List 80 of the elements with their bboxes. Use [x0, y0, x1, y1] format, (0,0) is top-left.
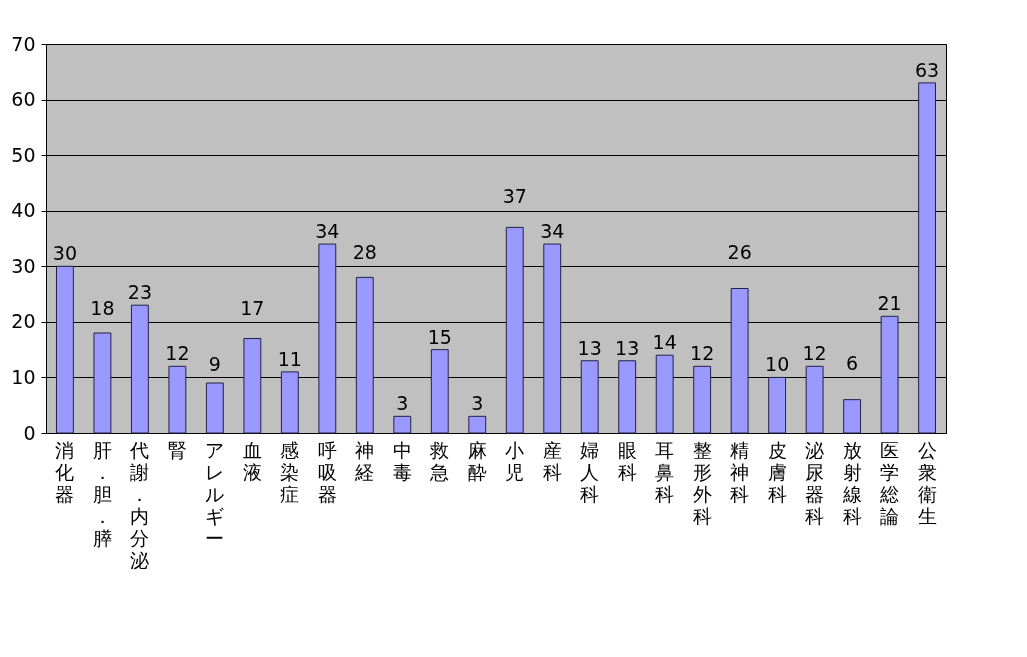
bar	[93, 332, 112, 434]
x-tick-label: 神経	[354, 438, 375, 483]
bar	[430, 349, 449, 434]
bar	[205, 382, 224, 434]
x-tick-label: 呼吸器	[317, 438, 337, 505]
data-label: 28	[352, 241, 377, 264]
data-label: 30	[52, 242, 78, 265]
bar	[880, 315, 899, 434]
bar	[543, 243, 562, 434]
bar	[280, 371, 299, 434]
bar	[505, 226, 524, 434]
x-tick-label: 救急	[429, 438, 450, 483]
x-tick-label: 皮膚科	[767, 438, 787, 505]
data-label: 14	[652, 331, 677, 354]
bar	[843, 399, 862, 434]
x-tick-label: 精神科	[730, 438, 750, 505]
bar	[580, 360, 599, 434]
y-tick-label: 10	[11, 365, 36, 388]
bar	[468, 415, 487, 434]
data-label: 37	[502, 185, 527, 208]
x-tick-label: 公衆衛生	[917, 438, 937, 527]
bar	[56, 265, 74, 434]
x-tick-label: 泌尿器科	[805, 438, 825, 527]
data-label: 18	[90, 296, 115, 319]
x-tick-label: 耳鼻科	[655, 438, 675, 505]
x-tick-label: 血液	[242, 438, 262, 483]
bar	[393, 415, 412, 434]
data-label: 13	[615, 336, 640, 359]
x-tick-label: 中毒	[392, 438, 412, 483]
y-tick-label: 40	[11, 199, 36, 222]
x-tick-label: 婦人科	[580, 438, 600, 505]
x-tick-label: 感染症	[280, 438, 300, 505]
bar	[618, 360, 637, 434]
bar	[768, 376, 787, 434]
data-label: 12	[802, 342, 827, 365]
data-label: 23	[127, 281, 152, 304]
data-label: 15	[427, 325, 452, 348]
data-label: 13	[577, 336, 602, 359]
y-tick-label: 20	[11, 310, 36, 333]
y-tick-label: 60	[11, 88, 36, 111]
x-tick-label: 眼科	[617, 438, 637, 483]
bar	[693, 365, 712, 434]
y-tick-label: 0	[23, 421, 36, 444]
x-tick-label: 代謝．内分泌	[129, 438, 150, 571]
bar	[655, 354, 674, 434]
data-label: 12	[165, 342, 190, 365]
x-tick-label: 消化器	[55, 438, 75, 505]
data-label: 9	[208, 352, 221, 375]
y-tick-label: 50	[11, 143, 36, 166]
x-tick-label: 麻酔	[467, 438, 487, 483]
x-tick-label: 肝．胆．膵	[92, 438, 112, 549]
bar	[130, 304, 149, 434]
data-label: 10	[765, 353, 790, 376]
bar	[805, 365, 824, 434]
data-label: 11	[277, 347, 302, 370]
bar	[318, 243, 337, 434]
x-tick-label: 産科	[542, 438, 562, 483]
data-label: 12	[690, 342, 715, 365]
x-tick-label: 整形外科	[692, 438, 712, 527]
y-tick-label: 30	[11, 254, 36, 277]
data-label: 3	[396, 392, 409, 415]
data-label: 3	[471, 392, 484, 415]
data-label: 17	[240, 296, 265, 319]
bar	[730, 288, 749, 434]
bar	[243, 338, 262, 434]
data-label: 26	[727, 240, 752, 263]
y-tick-label: 70	[11, 32, 36, 55]
data-label: 34	[540, 220, 565, 243]
x-tick-label: 小児	[505, 438, 525, 483]
x-tick-label: 医学総論	[879, 438, 900, 527]
data-label: 6	[846, 351, 859, 374]
data-label: 63	[914, 58, 940, 81]
bar	[355, 276, 374, 434]
data-label: 34	[315, 220, 340, 243]
x-tick-label: アレルギー	[205, 438, 225, 549]
x-tick-label: 腎	[167, 438, 187, 461]
data-label: 21	[877, 292, 902, 315]
x-tick-label: 放射線科	[841, 438, 862, 527]
bar	[918, 82, 936, 434]
bar	[168, 365, 187, 434]
